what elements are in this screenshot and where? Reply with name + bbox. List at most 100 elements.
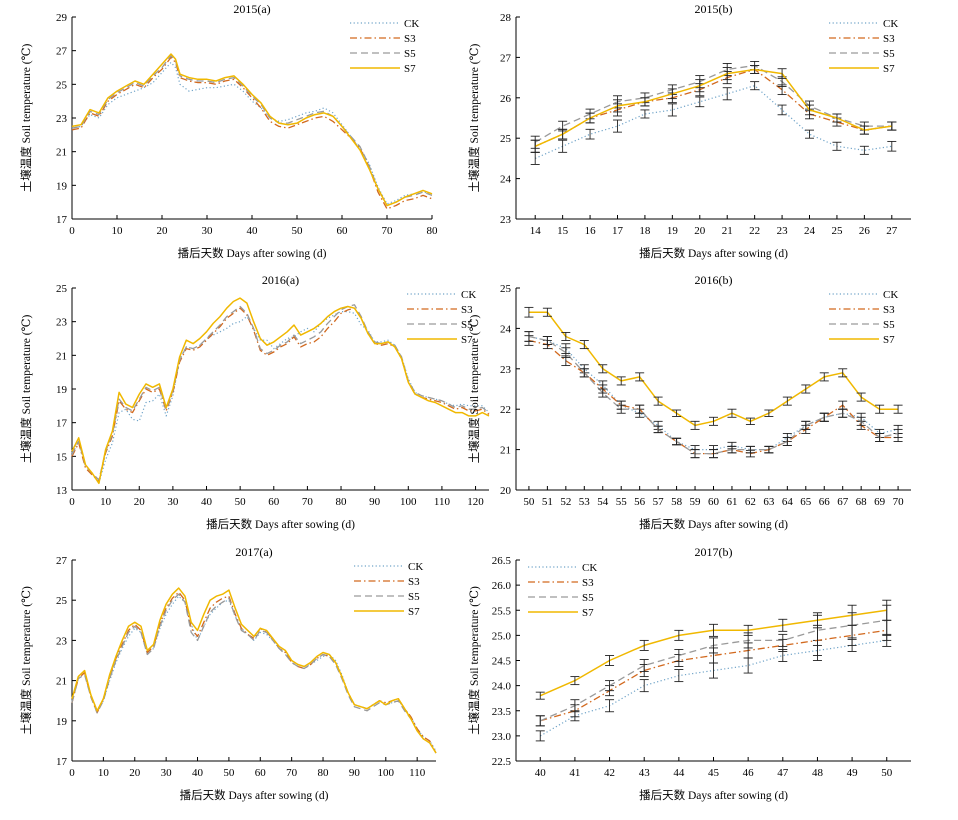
x-tick-label: 50 xyxy=(235,496,247,508)
y-tick-label: 23.5 xyxy=(492,706,512,718)
error-bar xyxy=(801,384,811,394)
x-axis-label: 播后天数 Days after sowing (d) xyxy=(180,788,329,802)
x-tick-label: 43 xyxy=(639,767,651,779)
error-bar xyxy=(674,669,684,683)
x-tick-label: 23 xyxy=(777,225,789,237)
series-line-s3 xyxy=(71,591,437,754)
error-bar xyxy=(859,125,869,135)
y-tick-label: 27 xyxy=(500,52,512,64)
error-bar xyxy=(667,103,677,117)
series-s7 xyxy=(71,53,433,207)
x-tick-label: 60 xyxy=(268,496,280,508)
x-tick-label: 41 xyxy=(569,767,580,779)
y-tick-label: 25 xyxy=(500,283,512,295)
legend-item-s5: S5 xyxy=(350,48,416,60)
y-tick-label: 25.0 xyxy=(492,630,512,642)
x-tick-label: 90 xyxy=(349,767,361,779)
error-bar xyxy=(782,396,792,406)
x-tick-label: 19 xyxy=(667,225,679,237)
error-bar xyxy=(535,730,545,742)
x-tick-label: 70 xyxy=(893,496,905,508)
x-tick-label: 64 xyxy=(782,496,794,508)
x-tick-label: 21 xyxy=(722,225,733,237)
legend-item-ck: CK xyxy=(407,289,476,301)
error-bar xyxy=(709,416,718,426)
x-tick-label: 50 xyxy=(292,225,304,237)
error-bar xyxy=(777,68,787,79)
error-bar xyxy=(585,128,595,140)
error-bar xyxy=(635,404,645,414)
x-tick-label: 62 xyxy=(745,496,756,508)
x-tick-label: 40 xyxy=(192,767,204,779)
legend-item-s7: S7 xyxy=(407,334,473,346)
error-bar xyxy=(672,409,682,417)
y-tick-label: 17 xyxy=(56,418,68,430)
error-bar xyxy=(805,129,815,139)
legend-item-s3: S3 xyxy=(407,304,473,316)
x-tick-label: 30 xyxy=(202,225,214,237)
x-tick-label: 70 xyxy=(302,496,314,508)
error-bar xyxy=(750,81,760,91)
legend-item-ck: CK xyxy=(528,562,597,574)
x-tick-label: 10 xyxy=(100,496,112,508)
x-tick-label: 16 xyxy=(585,225,597,237)
x-tick-label: 46 xyxy=(743,767,755,779)
error-bar xyxy=(887,121,897,131)
x-tick-label: 10 xyxy=(112,225,124,237)
error-bar xyxy=(616,376,626,386)
series-line-s7 xyxy=(71,587,437,754)
series-line-s3 xyxy=(534,68,892,147)
error-bar xyxy=(558,139,568,153)
error-bar xyxy=(674,629,684,641)
error-bar xyxy=(722,67,732,81)
y-tick-label: 29 xyxy=(56,12,68,24)
legend-item-s7: S7 xyxy=(829,334,895,346)
x-tick-label: 42 xyxy=(604,767,615,779)
legend-label: S5 xyxy=(461,319,473,331)
error-bar xyxy=(535,691,545,700)
x-tick-label: 53 xyxy=(579,496,591,508)
legend-item-s3: S3 xyxy=(350,33,416,45)
series-line-s5 xyxy=(534,64,892,143)
error-bar xyxy=(887,140,897,152)
error-bar xyxy=(722,87,732,101)
error-bar xyxy=(709,637,718,654)
series-s5 xyxy=(524,331,903,459)
series-s5 xyxy=(71,593,437,754)
legend-label: CK xyxy=(883,18,898,30)
error-bar xyxy=(847,604,857,626)
error-bar xyxy=(750,65,760,75)
error-bar xyxy=(743,624,753,636)
legend-label: S7 xyxy=(883,334,895,346)
x-axis-label: 播后天数 Days after sowing (d) xyxy=(206,517,355,531)
legend-label: CK xyxy=(582,562,597,574)
legend-item-s7: S7 xyxy=(829,63,895,75)
error-bar xyxy=(709,623,718,637)
legend-item-s3: S3 xyxy=(829,33,895,45)
y-tick-label: 21 xyxy=(500,445,511,457)
error-bar xyxy=(727,408,737,418)
x-tick-label: 30 xyxy=(167,496,179,508)
y-axis-label: 土壤温度 Soil temperature (℃) xyxy=(19,44,33,193)
legend: CK S3 S5 S7 xyxy=(829,289,898,346)
chart-title: 2016(b) xyxy=(695,273,733,287)
x-tick-label: 49 xyxy=(847,767,859,779)
y-tick-label: 25 xyxy=(56,79,68,91)
x-tick-label: 63 xyxy=(763,496,775,508)
legend: CK S3 S5 S7 xyxy=(829,18,898,75)
error-bar xyxy=(616,404,626,414)
y-tick-label: 23.0 xyxy=(492,731,512,743)
chart-title: 2015(b) xyxy=(695,2,733,16)
x-tick-label: 68 xyxy=(856,496,868,508)
legend-label: CK xyxy=(883,289,898,301)
x-tick-label: 20 xyxy=(134,496,146,508)
y-tick-label: 27 xyxy=(56,46,68,58)
error-bar xyxy=(640,97,650,107)
error-bar xyxy=(635,372,645,382)
x-tick-label: 47 xyxy=(777,767,789,779)
x-tick-label: 10 xyxy=(98,767,110,779)
x-tick-label: 44 xyxy=(673,767,685,779)
y-axis-label: 土壤温度 Soil temperature (℃) xyxy=(467,44,481,193)
x-tick-label: 25 xyxy=(831,225,843,237)
error-bar xyxy=(585,112,595,124)
